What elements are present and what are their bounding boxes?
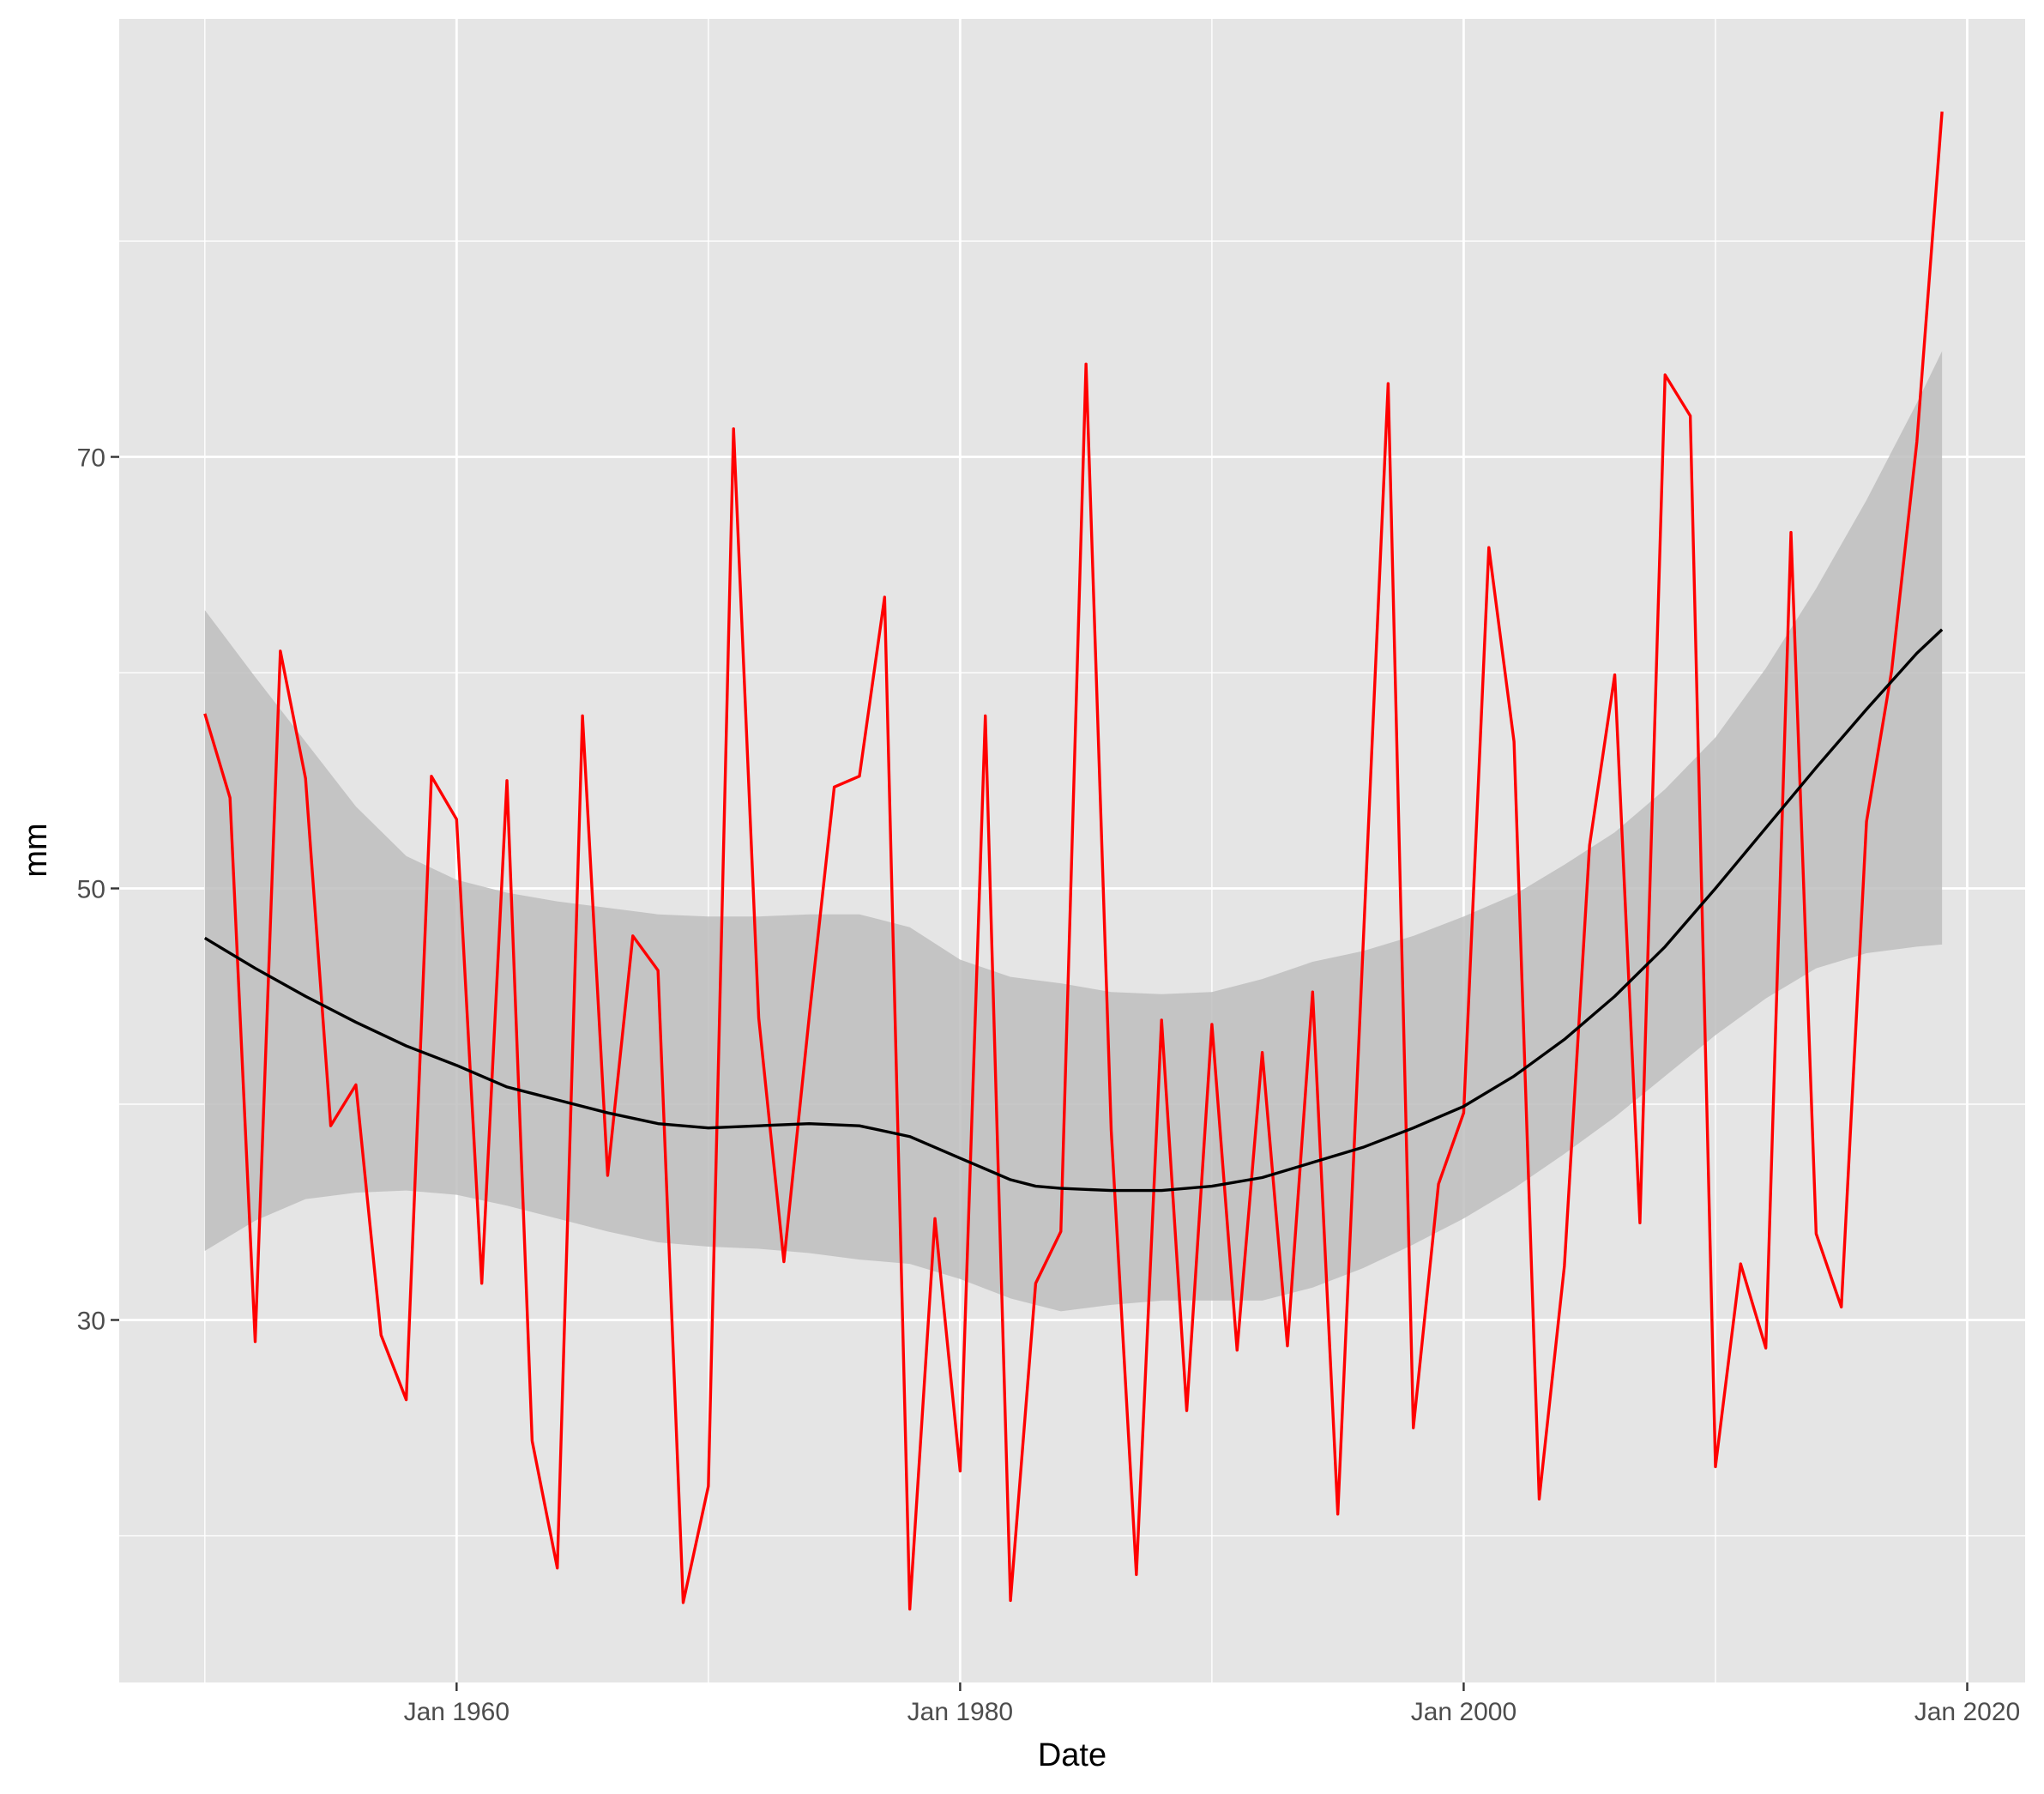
y-axis-title: mm — [18, 823, 54, 877]
series-lines — [203, 112, 1944, 1611]
x-tick-label: Jan 2020 — [1914, 1698, 2020, 1726]
x-tick-label: Jan 1980 — [907, 1698, 1013, 1726]
x-axis-title: Date — [1038, 1737, 1106, 1773]
axes: 30 50 70 Jan 1960 Jan 1980 Jan 2000 Jan 2020 — [77, 444, 2021, 1726]
y-tick-label: 50 — [77, 876, 106, 904]
confidence-band — [204, 351, 1943, 1312]
x-tick-label: Jan 1960 — [404, 1698, 509, 1726]
confidence-band-area — [204, 351, 1943, 1312]
observed-series-line — [203, 112, 1944, 1611]
x-tick-label: Jan 2000 — [1411, 1698, 1516, 1726]
smooth-trend-line — [203, 628, 1944, 1193]
y-tick-label: 70 — [77, 444, 106, 473]
y-tick-label: 30 — [77, 1307, 106, 1335]
